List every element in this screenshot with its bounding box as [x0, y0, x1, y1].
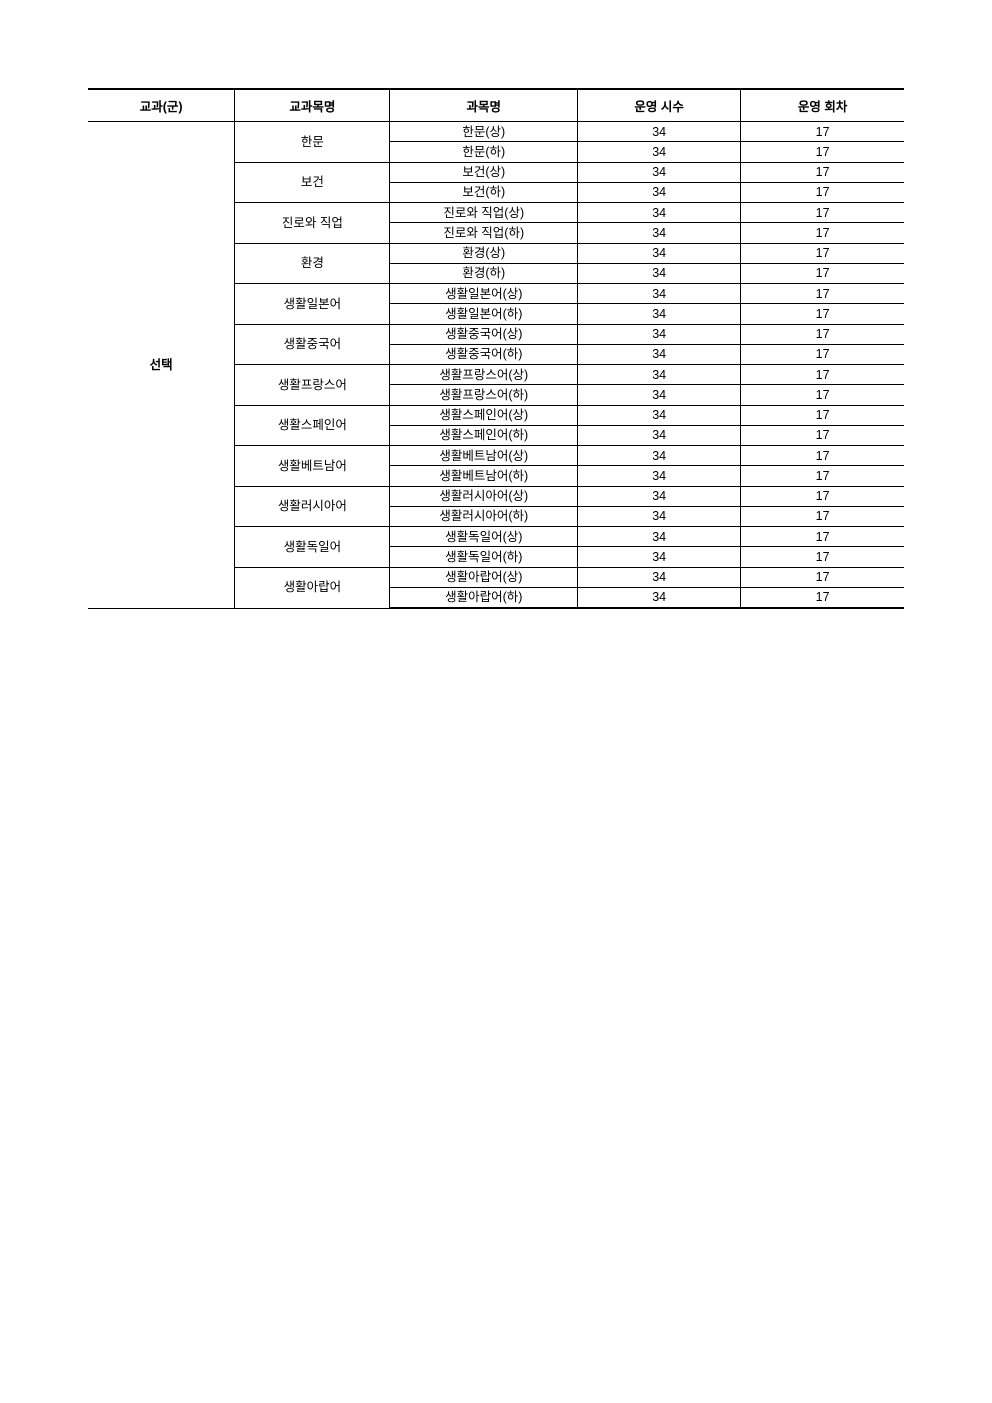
sessions-cell: 17: [741, 446, 904, 466]
hours-cell: 34: [578, 263, 741, 283]
course-name-cell: 생활일본어(상): [390, 284, 578, 304]
subject-name-cell: 생활일본어: [235, 284, 390, 325]
table-row: 선택한문한문(상)3417: [88, 122, 904, 142]
hours-cell: 34: [578, 182, 741, 202]
course-name-cell: 생활베트남어(상): [390, 446, 578, 466]
subject-name-cell: 환경: [235, 243, 390, 284]
hours-cell: 34: [578, 506, 741, 526]
sessions-cell: 17: [741, 587, 904, 608]
course-name-cell: 생활중국어(하): [390, 344, 578, 364]
subject-name-cell: 생활프랑스어: [235, 365, 390, 406]
sessions-cell: 17: [741, 182, 904, 202]
hours-cell: 34: [578, 486, 741, 506]
hours-cell: 34: [578, 466, 741, 486]
sessions-cell: 17: [741, 122, 904, 142]
course-name-cell: 생활프랑스어(하): [390, 385, 578, 405]
subject-name-cell: 생활러시아어: [235, 486, 390, 527]
table-body: 선택한문한문(상)3417한문(하)3417보건보건(상)3417보건(하)34…: [88, 122, 904, 609]
sessions-cell: 17: [741, 547, 904, 567]
hours-cell: 34: [578, 324, 741, 344]
course-name-cell: 생활아랍어(상): [390, 567, 578, 587]
sessions-cell: 17: [741, 567, 904, 587]
hours-cell: 34: [578, 567, 741, 587]
header-course: 과목명: [390, 89, 578, 122]
header-subject: 교과목명: [235, 89, 390, 122]
course-name-cell: 진로와 직업(상): [390, 203, 578, 223]
hours-cell: 34: [578, 162, 741, 182]
hours-cell: 34: [578, 344, 741, 364]
hours-cell: 34: [578, 122, 741, 142]
curriculum-table: 교과(군) 교과목명 과목명 운영 시수 운영 회차 선택한문한문(상)3417…: [88, 88, 904, 609]
sessions-cell: 17: [741, 405, 904, 425]
course-name-cell: 보건(상): [390, 162, 578, 182]
subject-name-cell: 생활독일어: [235, 527, 390, 568]
hours-cell: 34: [578, 203, 741, 223]
subject-name-cell: 생활중국어: [235, 324, 390, 365]
hours-cell: 34: [578, 587, 741, 608]
course-name-cell: 진로와 직업(하): [390, 223, 578, 243]
course-name-cell: 생활러시아어(하): [390, 506, 578, 526]
hours-cell: 34: [578, 304, 741, 324]
sessions-cell: 17: [741, 162, 904, 182]
sessions-cell: 17: [741, 243, 904, 263]
subject-name-cell: 생활아랍어: [235, 567, 390, 608]
subject-name-cell: 생활베트남어: [235, 446, 390, 487]
course-name-cell: 생활독일어(상): [390, 527, 578, 547]
course-name-cell: 생활독일어(하): [390, 547, 578, 567]
sessions-cell: 17: [741, 142, 904, 162]
header-category: 교과(군): [88, 89, 235, 122]
sessions-cell: 17: [741, 506, 904, 526]
hours-cell: 34: [578, 223, 741, 243]
hours-cell: 34: [578, 385, 741, 405]
subject-name-cell: 한문: [235, 122, 390, 163]
sessions-cell: 17: [741, 223, 904, 243]
course-name-cell: 생활일본어(하): [390, 304, 578, 324]
sessions-cell: 17: [741, 304, 904, 324]
sessions-cell: 17: [741, 263, 904, 283]
course-name-cell: 환경(상): [390, 243, 578, 263]
hours-cell: 34: [578, 405, 741, 425]
table-header-row: 교과(군) 교과목명 과목명 운영 시수 운영 회차: [88, 89, 904, 122]
sessions-cell: 17: [741, 486, 904, 506]
header-sessions: 운영 회차: [741, 89, 904, 122]
course-name-cell: 보건(하): [390, 182, 578, 202]
hours-cell: 34: [578, 547, 741, 567]
course-name-cell: 생활중국어(상): [390, 324, 578, 344]
course-name-cell: 생활베트남어(하): [390, 466, 578, 486]
sessions-cell: 17: [741, 466, 904, 486]
hours-cell: 34: [578, 142, 741, 162]
subject-name-cell: 진로와 직업: [235, 203, 390, 244]
course-name-cell: 환경(하): [390, 263, 578, 283]
sessions-cell: 17: [741, 425, 904, 445]
course-name-cell: 생활스페인어(하): [390, 425, 578, 445]
hours-cell: 34: [578, 527, 741, 547]
course-name-cell: 한문(하): [390, 142, 578, 162]
hours-cell: 34: [578, 284, 741, 304]
sessions-cell: 17: [741, 365, 904, 385]
course-name-cell: 생활아랍어(하): [390, 587, 578, 608]
course-name-cell: 생활프랑스어(상): [390, 365, 578, 385]
sessions-cell: 17: [741, 527, 904, 547]
hours-cell: 34: [578, 446, 741, 466]
sessions-cell: 17: [741, 344, 904, 364]
subject-name-cell: 보건: [235, 162, 390, 203]
category-cell: 선택: [88, 122, 235, 609]
hours-cell: 34: [578, 365, 741, 385]
hours-cell: 34: [578, 243, 741, 263]
subject-name-cell: 생활스페인어: [235, 405, 390, 446]
sessions-cell: 17: [741, 324, 904, 344]
course-name-cell: 생활러시아어(상): [390, 486, 578, 506]
header-hours: 운영 시수: [578, 89, 741, 122]
sessions-cell: 17: [741, 385, 904, 405]
sessions-cell: 17: [741, 203, 904, 223]
course-name-cell: 한문(상): [390, 122, 578, 142]
sessions-cell: 17: [741, 284, 904, 304]
hours-cell: 34: [578, 425, 741, 445]
course-name-cell: 생활스페인어(상): [390, 405, 578, 425]
